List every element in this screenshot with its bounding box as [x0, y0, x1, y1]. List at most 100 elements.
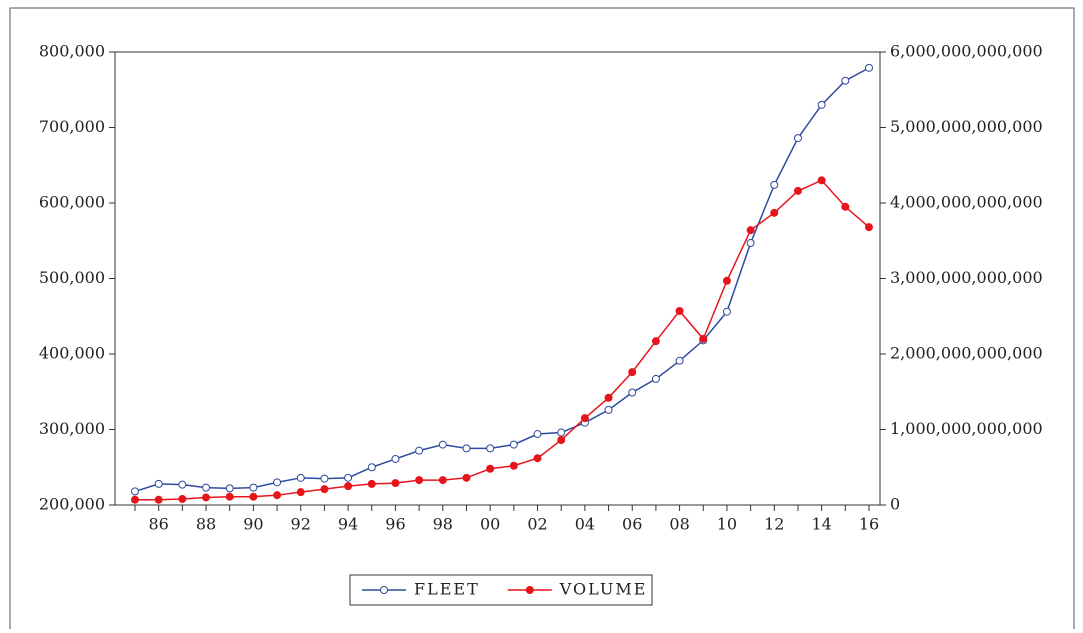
point [557, 428, 566, 437]
x-tick-label: 92 [291, 515, 311, 534]
x-tick-label: 98 [433, 515, 453, 534]
y-tick-label: 500,000 [39, 268, 105, 287]
x-tick-label: 16 [859, 515, 879, 534]
point [296, 488, 305, 497]
point [746, 239, 755, 248]
point [793, 186, 802, 195]
point [438, 476, 447, 485]
x-tick-label: 04 [575, 515, 595, 534]
x-tick-label: 08 [669, 515, 689, 534]
y2-tick-label: 4,000,000,000,000 [890, 193, 1043, 212]
point [415, 446, 424, 455]
y-tick-label: 200,000 [39, 495, 105, 514]
point [178, 480, 187, 489]
y2-tick-label: 2,000,000,000,000 [890, 344, 1043, 363]
point [154, 495, 163, 504]
point [202, 483, 211, 492]
point [486, 464, 495, 473]
point [320, 474, 329, 483]
point [438, 440, 447, 449]
y2-tick-label: 1,000,000,000,000 [890, 419, 1043, 438]
point [580, 414, 589, 423]
y2-tick-label: 3,000,000,000,000 [890, 268, 1043, 287]
point [817, 176, 826, 185]
point [273, 478, 282, 487]
point [604, 405, 613, 414]
point [628, 388, 637, 397]
point [533, 454, 542, 463]
point [533, 430, 542, 439]
x-tick-label: 06 [622, 515, 642, 534]
point [722, 307, 731, 316]
plot-area [114, 51, 881, 506]
point [841, 76, 850, 85]
point [462, 473, 471, 482]
x-tick-label: 02 [527, 515, 547, 534]
frame [9, 7, 1075, 633]
legend-label: VOLUME [559, 580, 648, 599]
point [675, 356, 684, 365]
y-tick-label: 300,000 [39, 419, 105, 438]
point [320, 485, 329, 494]
point [202, 493, 211, 502]
point [604, 393, 613, 402]
y-tick-label: 800,000 [39, 42, 105, 61]
point [344, 482, 353, 491]
point [651, 374, 660, 383]
point [817, 100, 826, 109]
x-tick-label: 10 [717, 515, 737, 534]
point [509, 440, 518, 449]
point [154, 479, 163, 488]
point [131, 487, 139, 496]
point [178, 494, 187, 503]
point [628, 368, 637, 377]
y-tick-label: 700,000 [39, 117, 105, 136]
point [651, 337, 660, 346]
point [296, 473, 305, 482]
legend-label: FLEET [414, 580, 480, 599]
x-tick-label: 94 [338, 515, 358, 534]
point [699, 334, 708, 343]
x-tick-label: 86 [148, 515, 168, 534]
point [273, 491, 282, 500]
y-tick-label: 600,000 [39, 193, 105, 212]
point [865, 63, 873, 72]
point [391, 479, 400, 488]
x-tick-label: 96 [385, 515, 405, 534]
point [462, 444, 471, 453]
series-line [135, 179, 870, 501]
point [415, 476, 424, 485]
point [557, 436, 566, 445]
x-tick-label: 90 [243, 515, 263, 534]
point [841, 202, 850, 211]
series-line [134, 67, 870, 493]
point [391, 454, 400, 463]
point [675, 306, 684, 315]
point [509, 461, 518, 470]
point [770, 208, 779, 217]
point [793, 134, 802, 143]
point [865, 223, 873, 232]
point [367, 463, 376, 472]
point [746, 226, 755, 235]
x-tick-label: 00 [480, 515, 500, 534]
point [770, 180, 779, 189]
point [249, 483, 258, 492]
legend-marker [380, 586, 388, 594]
point [344, 473, 353, 482]
y-tick-label: 400,000 [39, 344, 105, 363]
point [486, 444, 495, 453]
y2-tick-label: 0 [890, 495, 900, 514]
point [249, 492, 258, 501]
y2-tick-label: 6,000,000,000,000 [890, 42, 1043, 61]
point [225, 484, 234, 493]
point [722, 276, 731, 285]
point [367, 479, 376, 488]
x-tick-label: 12 [764, 515, 784, 534]
legend-marker [525, 586, 534, 594]
x-tick-label: 88 [196, 515, 216, 534]
x-tick-label: 14 [811, 515, 831, 534]
y2-tick-label: 5,000,000,000,000 [890, 117, 1043, 136]
point [225, 492, 234, 501]
